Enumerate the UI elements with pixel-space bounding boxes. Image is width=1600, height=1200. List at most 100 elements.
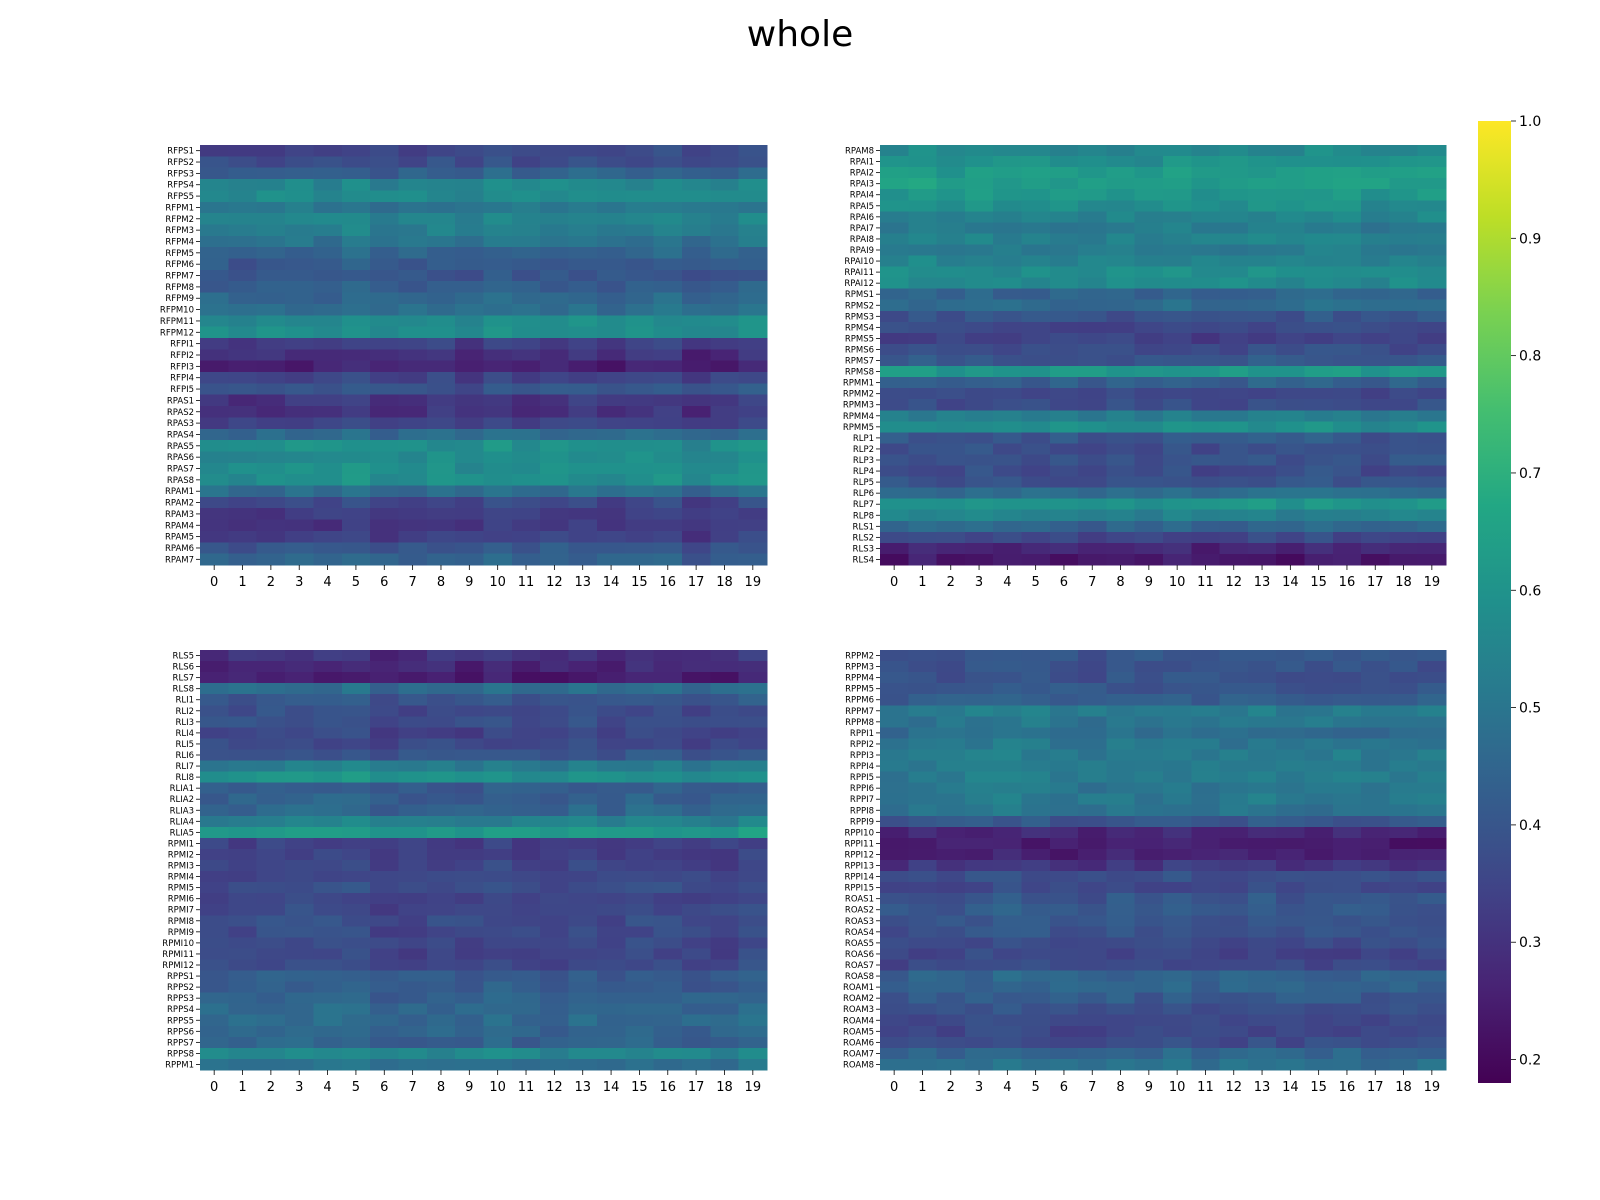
heatmap-cell <box>653 959 683 972</box>
heatmap-cell <box>398 417 428 430</box>
heatmap-cell <box>908 837 938 850</box>
heatmap-cell <box>256 190 286 203</box>
heatmap-cell <box>455 315 485 328</box>
heatmap-cell <box>1389 266 1419 279</box>
heatmap-cell <box>653 848 683 861</box>
heatmap-cell <box>1191 233 1221 246</box>
heatmap-cell <box>1247 542 1277 555</box>
heatmap-cell <box>1219 981 1249 994</box>
heatmap-cell <box>1247 178 1277 190</box>
heatmap-cell <box>1276 915 1306 927</box>
heatmap-cell <box>1106 145 1136 157</box>
heatmap-cell <box>341 428 371 441</box>
heatmap-cell <box>653 915 683 927</box>
heatmap-cell <box>1247 926 1277 938</box>
heatmap-cell <box>1361 981 1390 994</box>
heatmap-cell <box>398 258 428 271</box>
heatmap-cell <box>1389 366 1419 378</box>
heatmap-cell <box>1106 321 1136 334</box>
heatmap-cell <box>993 145 1023 157</box>
heatmap-cell <box>993 465 1023 478</box>
y-tick-label: RFPS2 <box>167 158 194 168</box>
heatmap-cell <box>738 315 768 328</box>
y-tick-label: RPPI8 <box>850 806 874 816</box>
heatmap-cell <box>483 247 513 260</box>
heatmap-cell <box>596 804 626 817</box>
heatmap-cell <box>596 349 626 362</box>
heatmap-cell <box>1106 377 1136 389</box>
heatmap-cell <box>596 303 626 316</box>
heatmap-cell <box>341 981 371 994</box>
heatmap-cell <box>1078 288 1107 301</box>
heatmap-cell <box>568 485 598 498</box>
heatmap-cell <box>1276 738 1306 751</box>
heatmap-cell <box>738 553 768 566</box>
heatmap-cell <box>455 815 485 828</box>
heatmap-cell <box>1134 716 1164 728</box>
y-tick-label: RPPM2 <box>845 652 874 662</box>
heatmap-cell <box>1106 299 1136 312</box>
heatmap-cell <box>1417 343 1447 356</box>
heatmap-cell <box>1191 355 1221 367</box>
heatmap-cell <box>625 145 655 157</box>
heatmap-cell <box>1219 465 1249 478</box>
heatmap-cell <box>964 937 994 950</box>
y-tick-label: RFPS4 <box>167 181 194 191</box>
heatmap-cell <box>1078 399 1107 411</box>
y-tick-label: RPAS7 <box>167 465 194 475</box>
heatmap-cell <box>455 937 485 950</box>
heatmap-cell <box>455 904 485 916</box>
heatmap-cell <box>568 904 598 916</box>
heatmap-cell <box>908 738 938 751</box>
heatmap-cell <box>596 485 626 498</box>
heatmap-cell <box>710 837 740 850</box>
heatmap-cell <box>540 694 570 706</box>
heatmap-cell <box>398 406 428 419</box>
heatmap-cell <box>568 417 598 430</box>
heatmap-cell <box>653 519 683 532</box>
heatmap-cell <box>200 451 229 464</box>
heatmap-cell <box>483 269 513 282</box>
heatmap-cell <box>1078 893 1107 905</box>
heatmap-cell <box>1417 432 1447 445</box>
heatmap-cell <box>1361 443 1390 456</box>
heatmap-cell <box>1191 542 1221 555</box>
heatmap-cell <box>540 349 570 362</box>
heatmap-cell <box>1134 926 1164 938</box>
heatmap-cell <box>1389 421 1419 433</box>
heatmap-cell <box>200 970 229 983</box>
heatmap-cell <box>256 292 286 305</box>
heatmap-cell <box>964 343 994 356</box>
heatmap-cell <box>200 1014 229 1027</box>
heatmap-cell <box>738 247 768 260</box>
heatmap-cell <box>596 167 626 180</box>
heatmap-cell <box>341 224 371 237</box>
heatmap-cell <box>1332 705 1362 717</box>
heatmap-cell <box>398 738 428 751</box>
heatmap-cell <box>540 292 570 305</box>
heatmap-cell <box>880 705 909 717</box>
heatmap-cell <box>313 837 343 850</box>
heatmap-cell <box>880 145 909 157</box>
heatmap-cell <box>993 244 1023 257</box>
heatmap-cell <box>1134 672 1164 684</box>
heatmap-cell <box>1078 343 1107 356</box>
heatmap-cell <box>880 749 909 762</box>
y-tick-label: RLI2 <box>175 707 194 717</box>
y-tick-label: RPPI2 <box>850 740 874 750</box>
heatmap-cell <box>936 299 966 312</box>
heatmap-cell <box>200 727 229 740</box>
x-tick-label: 0 <box>210 1080 218 1095</box>
heatmap-cell <box>398 1014 428 1027</box>
heatmap-cell <box>1332 343 1362 356</box>
heatmap-cell <box>1304 937 1334 950</box>
heatmap-cell <box>1219 749 1249 762</box>
heatmap-cell <box>511 937 541 950</box>
heatmap-cell <box>256 661 286 673</box>
heatmap-cell <box>681 826 711 839</box>
heatmap-cell <box>285 771 314 784</box>
heatmap-cell <box>483 782 513 795</box>
heatmap-cell <box>511 882 541 894</box>
heatmap-cell <box>370 959 400 972</box>
heatmap-cell <box>1304 321 1334 334</box>
